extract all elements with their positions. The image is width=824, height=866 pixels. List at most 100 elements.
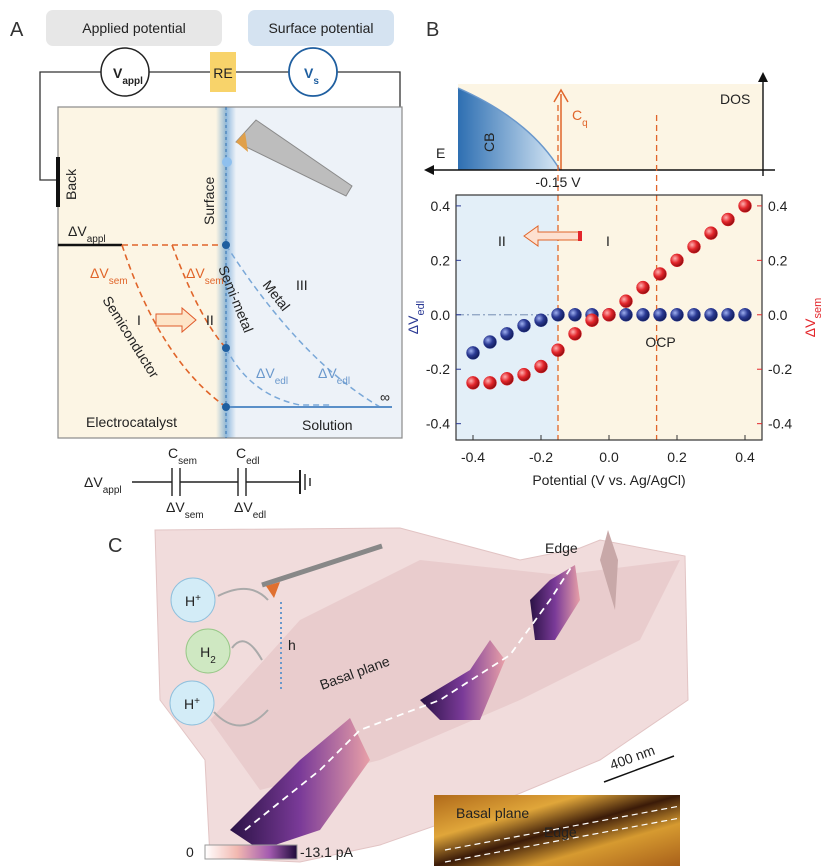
text-part: sem	[109, 276, 128, 287]
panel-b-dos: B CB Cq E DOS	[424, 19, 775, 176]
text-part: ΔV	[234, 499, 253, 515]
dv-label: ΔVedl	[256, 365, 288, 387]
h-label: h	[288, 637, 296, 653]
text-part: 2	[210, 655, 216, 666]
text-part: ΔV	[256, 365, 275, 381]
text-part: sem	[812, 298, 824, 319]
path	[231, 640, 263, 661]
edge-stripe	[230, 718, 370, 850]
colorbar	[204, 844, 298, 860]
text-part: ΔV	[68, 223, 87, 239]
text-part: appl	[87, 234, 106, 245]
region-label: II	[498, 233, 506, 249]
edge-label: Edge	[545, 540, 578, 556]
x-tick-label: -0.4	[461, 449, 485, 465]
y2-tick-label: -0.4	[768, 416, 792, 432]
v-line-label: OCP	[645, 334, 675, 350]
panel-label: B	[426, 19, 439, 41]
region-name: Electrocatalyst	[86, 414, 177, 430]
path	[121, 244, 227, 408]
text-part: sem	[185, 510, 204, 521]
scale-bar	[603, 755, 675, 783]
text-part: edl	[415, 301, 427, 316]
point	[500, 327, 514, 341]
text-part: C	[236, 445, 246, 461]
point	[585, 313, 599, 327]
node	[222, 403, 230, 411]
text-part: sem	[205, 276, 224, 287]
point	[687, 239, 701, 254]
dos-curve	[457, 87, 561, 171]
panel-label: A	[10, 19, 24, 41]
text-part: appl	[103, 485, 122, 496]
edge-line	[244, 565, 573, 831]
catalyst-region	[58, 107, 226, 438]
y-axis-label: ΔVedl	[405, 301, 427, 334]
edge-stripe	[530, 565, 580, 640]
ion	[170, 577, 216, 623]
text-part: H	[184, 696, 194, 712]
meter	[288, 47, 338, 97]
panel-label: C	[108, 535, 122, 557]
point	[619, 294, 633, 308]
text-part: q	[582, 118, 588, 129]
text-part: C	[572, 107, 582, 123]
back-label: Back	[63, 168, 79, 200]
peak	[600, 530, 618, 610]
ion-label: H+	[184, 696, 200, 713]
region-name: Solution	[302, 417, 353, 433]
inset-label: Edge	[544, 824, 577, 840]
text-part: V	[304, 65, 314, 81]
text-part: ΔV	[90, 265, 109, 281]
y-tick-label: -0.4	[426, 416, 450, 432]
text-part: V	[113, 65, 123, 81]
cq-label: Cq	[572, 107, 588, 129]
box-label: Surface potential	[268, 20, 373, 36]
meter-label: Vappl	[113, 65, 143, 87]
point	[704, 226, 718, 240]
x-tick-label: 0.4	[735, 449, 755, 465]
y2-tick-label: 0.4	[768, 198, 788, 214]
point	[721, 308, 735, 322]
point	[653, 267, 667, 281]
reference-electrode	[210, 52, 236, 92]
text-part: s	[313, 76, 319, 87]
point	[534, 313, 548, 327]
y-axis-label: ΔVsem	[802, 298, 824, 337]
orange-curves	[121, 244, 227, 408]
label-box	[46, 10, 222, 46]
arrow	[155, 306, 197, 334]
y2-tick-label: 0.2	[768, 252, 788, 268]
solution-region	[226, 107, 402, 438]
region-label: III	[296, 277, 308, 293]
point	[670, 308, 684, 322]
point	[483, 376, 497, 390]
text-part: H	[200, 644, 210, 660]
circuit-label: ΔVsem	[166, 499, 204, 521]
text-part: +	[195, 593, 201, 604]
meter	[100, 47, 150, 97]
y-tick-label: -0.2	[426, 361, 450, 377]
ion	[169, 680, 215, 726]
text-part: edl	[246, 456, 259, 467]
point	[619, 308, 633, 322]
point	[738, 199, 752, 213]
conduction-band	[458, 88, 560, 170]
point	[636, 308, 650, 322]
text-part: ΔV	[166, 499, 185, 515]
interface-band	[216, 107, 236, 438]
path	[217, 588, 269, 601]
x-tick-label: -0.2	[529, 449, 553, 465]
molecule	[185, 628, 231, 674]
probe-tip	[266, 582, 280, 598]
text-part: appl	[122, 76, 143, 87]
e-label: E	[436, 145, 445, 161]
y-tick-label: 0.4	[431, 198, 451, 214]
point	[517, 367, 531, 382]
blue-curves	[225, 244, 381, 408]
point	[687, 308, 701, 322]
path	[225, 347, 330, 406]
point	[568, 308, 582, 322]
circuit	[132, 468, 311, 496]
